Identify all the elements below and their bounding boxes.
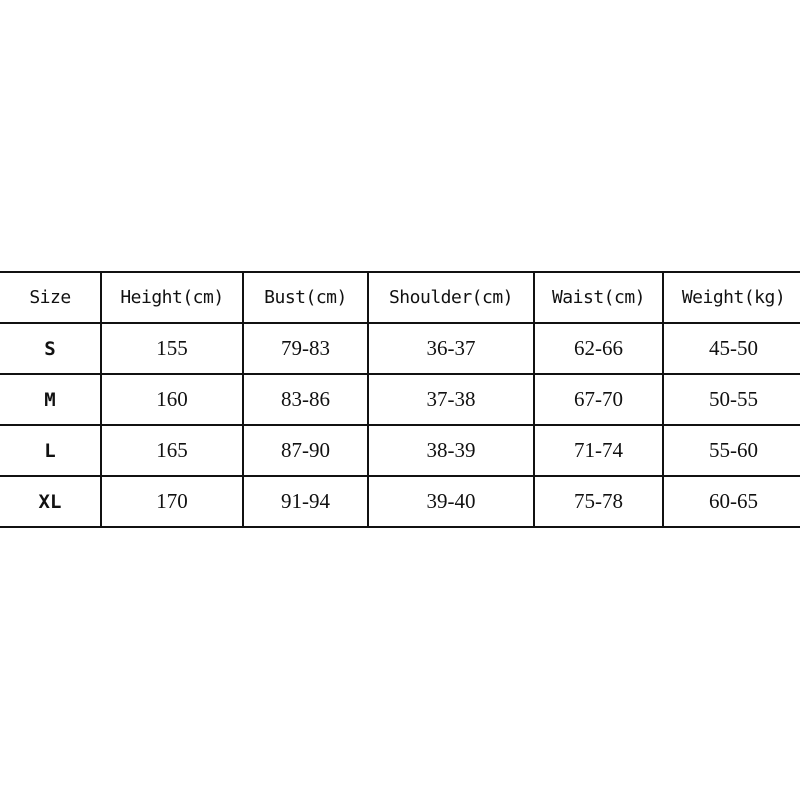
column-header: Shoulder(cm): [367, 271, 535, 324]
table-cell: 75-78: [533, 475, 664, 528]
size-cell: XL: [0, 475, 102, 528]
column-header: Bust(cm): [242, 271, 369, 324]
column-header: Height(cm): [100, 271, 244, 324]
table-row: M 160 83-86 37-38 67-70 50-55: [0, 373, 800, 426]
table-cell: 160: [100, 373, 244, 426]
column-header: Weight(kg): [662, 271, 800, 324]
size-cell: M: [0, 373, 102, 426]
table-cell: 165: [100, 424, 244, 477]
table-cell: 45-50: [662, 322, 800, 375]
table-cell: 60-65: [662, 475, 800, 528]
size-cell: L: [0, 424, 102, 477]
size-cell: S: [0, 322, 102, 375]
table-cell: 39-40: [367, 475, 535, 528]
table-cell: 62-66: [533, 322, 664, 375]
table-cell: 55-60: [662, 424, 800, 477]
table-cell: 50-55: [662, 373, 800, 426]
table-row: XL 170 91-94 39-40 75-78 60-65: [0, 475, 800, 528]
header-row: Size Height(cm) Bust(cm) Shoulder(cm) Waist(…: [0, 271, 800, 324]
table-cell: 170: [100, 475, 244, 528]
table-cell: 155: [100, 322, 244, 375]
column-header: Waist(cm): [533, 271, 664, 324]
table-cell: 36-37: [367, 322, 535, 375]
table-row: L 165 87-90 38-39 71-74 55-60: [0, 424, 800, 477]
table-cell: 71-74: [533, 424, 664, 477]
table-cell: 67-70: [533, 373, 664, 426]
table-row: S 155 79-83 36-37 62-66 45-50: [0, 322, 800, 375]
table-cell: 91-94: [242, 475, 369, 528]
size-chart-table: Size Height(cm) Bust(cm) Shoulder(cm) Waist(…: [0, 271, 800, 528]
table-cell: 38-39: [367, 424, 535, 477]
table-cell: 83-86: [242, 373, 369, 426]
table-cell: 87-90: [242, 424, 369, 477]
column-header: Size: [0, 271, 102, 324]
table-cell: 79-83: [242, 322, 369, 375]
table-cell: 37-38: [367, 373, 535, 426]
